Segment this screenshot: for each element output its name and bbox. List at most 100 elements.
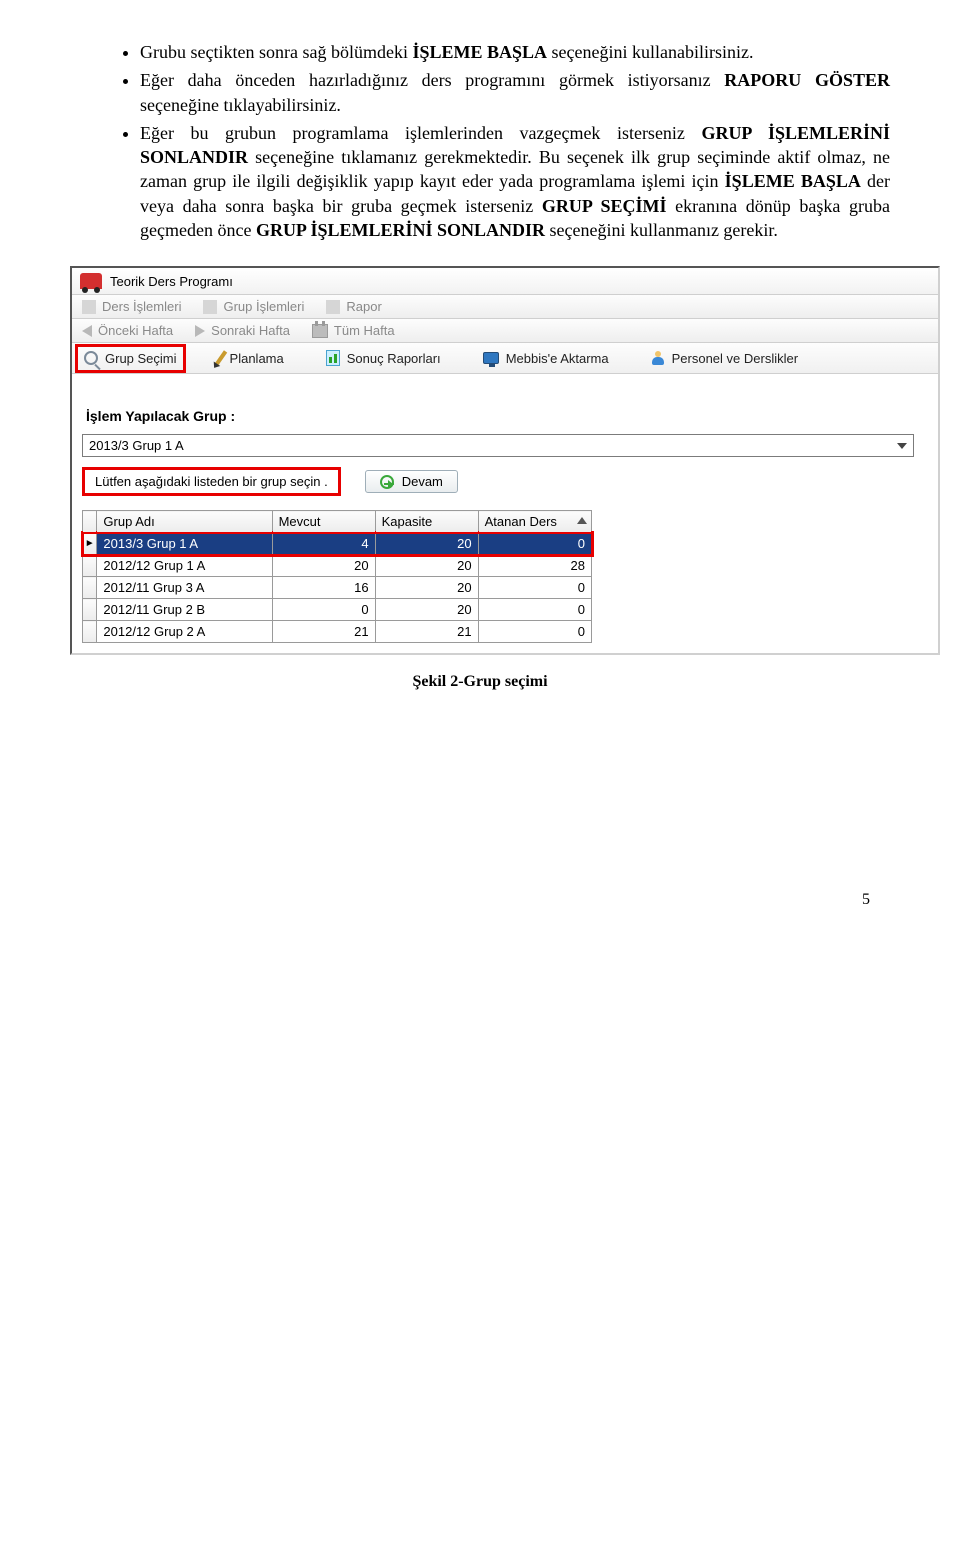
label: Önceki Hafta	[98, 323, 173, 338]
menubar: Ders İşlemleri Grup İşlemleri Rapor	[72, 295, 938, 319]
user-icon	[651, 351, 665, 365]
col-kapasite[interactable]: Kapasite	[375, 511, 478, 533]
all-weeks-button[interactable]: Tüm Hafta	[312, 323, 395, 338]
label: Sonraki Hafta	[211, 323, 290, 338]
row-handle	[83, 621, 97, 643]
cell-mevcut: 21	[272, 621, 375, 643]
page-number: 5	[70, 891, 890, 909]
cell-mevcut: 20	[272, 555, 375, 577]
cell-kapasite: 20	[375, 599, 478, 621]
table-row[interactable]: 2012/12 Grup 2 A 21 21 0	[83, 621, 592, 643]
continue-icon	[380, 475, 394, 489]
cell-atanan-ders: 0	[478, 533, 591, 555]
text: seçeneğini kullanabilirsiniz.	[547, 42, 753, 62]
tab-label: Grup Seçimi	[105, 351, 177, 366]
table-row[interactable]: 2012/12 Grup 1 A 20 20 28	[83, 555, 592, 577]
titlebar: Teorik Ders Programı	[72, 268, 938, 295]
cell-mevcut: 0	[272, 599, 375, 621]
menu-rapor[interactable]: Rapor	[326, 299, 381, 314]
tab-mebbis-aktarma[interactable]: Mebbis'e Aktarma	[477, 347, 615, 370]
tab-label: Planlama	[230, 351, 284, 366]
figure-caption: Şekil 2-Grup seçimi	[70, 673, 890, 691]
monitor-icon	[483, 352, 499, 364]
list-item: Eğer daha önceden hazırladığınız ders pr…	[140, 68, 890, 117]
col-atanan-ders[interactable]: Atanan Ders	[478, 511, 591, 533]
row-handle	[83, 599, 97, 621]
tab-grup-secimi[interactable]: Grup Seçimi	[78, 347, 183, 370]
list-item: Grubu seçtikten sonra sağ bölümdeki İŞLE…	[140, 40, 890, 64]
table-row[interactable]: 2012/11 Grup 3 A 16 20 0	[83, 577, 592, 599]
cell-atanan-ders: 28	[478, 555, 591, 577]
row-handle	[83, 555, 97, 577]
cell-grup-adi: 2012/11 Grup 2 B	[97, 599, 272, 621]
text: seçeneğine tıklayabilirsiniz.	[140, 95, 341, 115]
table-row[interactable]: 2013/3 Grup 1 A 4 20 0	[83, 533, 592, 555]
cell-kapasite: 20	[375, 555, 478, 577]
table-row[interactable]: 2012/11 Grup 2 B 0 20 0	[83, 599, 592, 621]
tab-label: Mebbis'e Aktarma	[506, 351, 609, 366]
instruction-list: Grubu seçtikten sonra sağ bölümdeki İŞLE…	[70, 40, 890, 242]
text: Eğer bu grubun programlama işlemlerinden…	[140, 123, 701, 143]
tab-bar: Grup Seçimi Planlama Sonuç Raporları Meb…	[72, 343, 938, 374]
row-handle	[83, 577, 97, 599]
menu-icon	[82, 300, 96, 314]
next-week-button[interactable]: Sonraki Hafta	[195, 323, 290, 338]
arrow-left-icon	[82, 325, 92, 337]
menu-ders-islemleri[interactable]: Ders İşlemleri	[82, 299, 181, 314]
menu-icon	[203, 300, 217, 314]
tab-planlama[interactable]: Planlama	[213, 346, 290, 370]
search-icon	[84, 351, 98, 365]
cell-grup-adi: 2012/11 Grup 3 A	[97, 577, 272, 599]
menu-label: Ders İşlemleri	[102, 299, 181, 314]
text: Grubu seçtikten sonra sağ bölümdeki	[140, 42, 412, 62]
section-label: İşlem Yapılacak Grup :	[86, 408, 924, 424]
tab-personel-derslikler[interactable]: Personel ve Derslikler	[645, 347, 804, 370]
cell-mevcut: 16	[272, 577, 375, 599]
text: Eğer daha önceden hazırladığınız ders pr…	[140, 70, 724, 90]
app-window: Teorik Ders Programı Ders İşlemleri Grup…	[70, 266, 940, 655]
bold-text: GRUP İŞLEMLERİNİ SONLANDIR	[256, 220, 545, 240]
text: seçeneğini kullanmanız gerekir.	[545, 220, 778, 240]
week-toolbar: Önceki Hafta Sonraki Hafta Tüm Hafta	[72, 319, 938, 343]
hint-message: Lütfen aşağıdaki listeden bir grup seçin…	[82, 467, 341, 496]
cell-kapasite: 21	[375, 621, 478, 643]
continue-button[interactable]: Devam	[365, 470, 458, 493]
bold-text: İŞLEME BAŞLA	[725, 171, 861, 191]
cell-mevcut: 4	[272, 533, 375, 555]
chevron-down-icon	[897, 443, 907, 449]
list-item: Eğer bu grubun programlama işlemlerinden…	[140, 121, 890, 242]
tab-label: Personel ve Derslikler	[672, 351, 798, 366]
cell-grup-adi: 2013/3 Grup 1 A	[97, 533, 272, 555]
menu-icon	[326, 300, 340, 314]
menu-label: Rapor	[346, 299, 381, 314]
button-label: Devam	[402, 474, 443, 489]
cell-kapasite: 20	[375, 533, 478, 555]
menu-grup-islemleri[interactable]: Grup İşlemleri	[203, 299, 304, 314]
menu-label: Grup İşlemleri	[223, 299, 304, 314]
cell-kapasite: 20	[375, 577, 478, 599]
prev-week-button[interactable]: Önceki Hafta	[82, 323, 173, 338]
row-handle-header	[83, 511, 97, 533]
report-icon	[326, 350, 340, 366]
group-combobox[interactable]: 2013/3 Grup 1 A	[82, 434, 914, 457]
cell-atanan-ders: 0	[478, 621, 591, 643]
group-table: Grup Adı Mevcut Kapasite Atanan Ders 201…	[82, 510, 592, 643]
col-grup-adi[interactable]: Grup Adı	[97, 511, 272, 533]
hint-row: Lütfen aşağıdaki listeden bir grup seçin…	[82, 467, 928, 496]
cell-grup-adi: 2012/12 Grup 2 A	[97, 621, 272, 643]
calendar-icon	[312, 324, 328, 338]
bold-text: İŞLEME BAŞLA	[412, 42, 547, 62]
label: Tüm Hafta	[334, 323, 395, 338]
cell-atanan-ders: 0	[478, 599, 591, 621]
col-mevcut[interactable]: Mevcut	[272, 511, 375, 533]
tab-label: Sonuç Raporları	[347, 351, 441, 366]
tab-sonuc-raporlari[interactable]: Sonuç Raporları	[320, 346, 447, 370]
row-handle	[83, 533, 97, 555]
arrow-right-icon	[195, 325, 205, 337]
cell-atanan-ders: 0	[478, 577, 591, 599]
combobox-value: 2013/3 Grup 1 A	[89, 438, 184, 453]
bold-text: GRUP SEÇİMİ	[542, 196, 667, 216]
bold-text: RAPORU GÖSTER	[724, 70, 890, 90]
cell-grup-adi: 2012/12 Grup 1 A	[97, 555, 272, 577]
table-header-row: Grup Adı Mevcut Kapasite Atanan Ders	[83, 511, 592, 533]
